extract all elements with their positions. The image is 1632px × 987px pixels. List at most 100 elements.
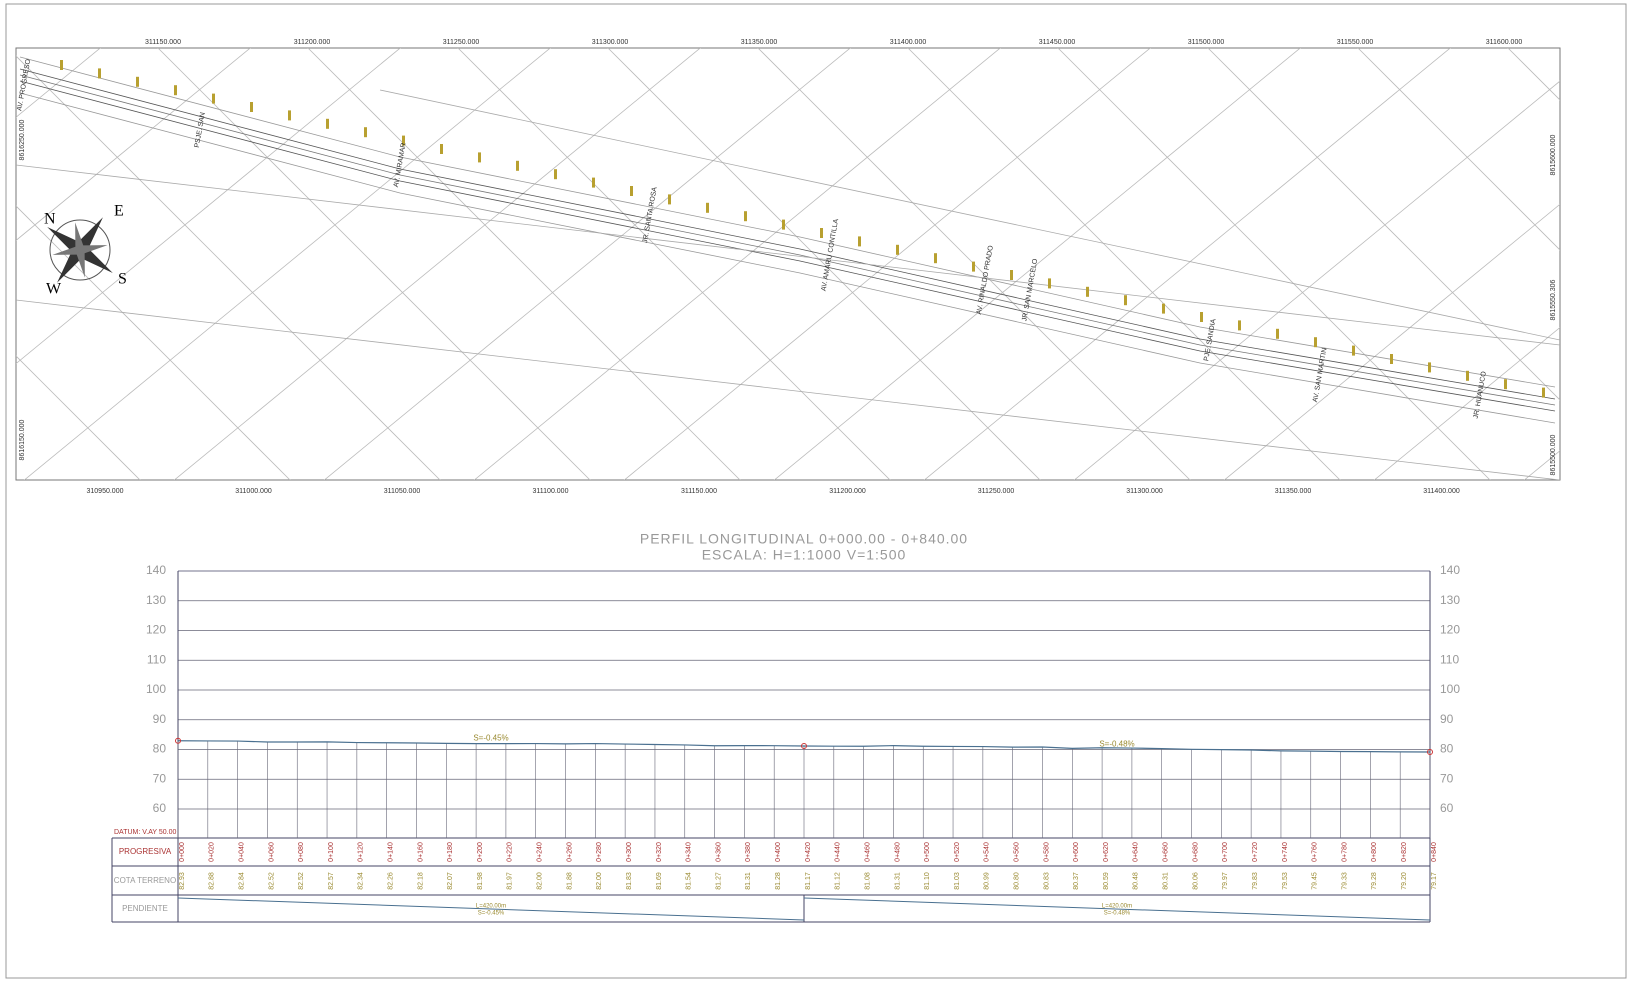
station-label: 0+360 <box>715 842 722 862</box>
y-tick-label: 70 <box>153 771 167 785</box>
cota-label: 82.26 <box>388 872 395 890</box>
y-tick-label: 110 <box>147 652 166 666</box>
station-marker <box>820 228 823 238</box>
bottom-coordinate: 311300.000 <box>1126 488 1163 495</box>
station-label: 0+160 <box>417 842 424 862</box>
y-tick-label: 120 <box>146 623 166 637</box>
cota-label: 80.83 <box>1043 872 1050 890</box>
right-coordinate: 8615550.306 <box>1550 279 1557 320</box>
station-marker <box>1048 278 1051 288</box>
y-tick-label: 80 <box>1440 742 1454 756</box>
y-tick-label: 90 <box>1440 712 1454 726</box>
cota-label: 79.97 <box>1222 872 1229 890</box>
station-marker <box>326 119 329 129</box>
bottom-coordinate: 311100.000 <box>533 488 569 495</box>
cota-label: 81.31 <box>745 872 752 890</box>
compass-w: W <box>46 281 62 298</box>
cota-label: 81.31 <box>894 872 901 890</box>
y-tick-label: 130 <box>1440 593 1460 607</box>
station-marker <box>1276 329 1279 339</box>
y-tick-label: 100 <box>1440 682 1460 696</box>
cota-label: 82.84 <box>238 872 245 890</box>
station-marker <box>1124 295 1127 305</box>
cota-label: 81.28 <box>775 872 782 890</box>
profile-view: 1401401301301201201101101001009090808070… <box>112 563 1460 922</box>
top-coordinate: 311500.000 <box>1188 39 1225 46</box>
y-tick-label: 120 <box>1440 623 1460 637</box>
cota-label: 80.80 <box>1014 872 1021 890</box>
y-tick-label: 70 <box>1440 771 1454 785</box>
top-coordinate: 311450.000 <box>1039 39 1076 46</box>
station-marker <box>744 211 747 221</box>
station-label: 0+560 <box>1014 842 1021 862</box>
cota-label: 82.57 <box>328 872 335 890</box>
bottom-coordinate: 311350.000 <box>1275 488 1312 495</box>
station-marker <box>212 94 215 104</box>
cota-label: 80.06 <box>1192 872 1199 890</box>
station-marker <box>1314 337 1317 347</box>
station-marker <box>1352 346 1355 356</box>
drawing-sheet: N E S W PERFIL LONGITUDINAL 0+000.00 - 0… <box>0 0 1632 982</box>
station-label: 0+300 <box>626 842 633 862</box>
top-coordinate: 311600.000 <box>1486 39 1523 46</box>
station-marker <box>1086 287 1089 297</box>
station-label: 0+440 <box>835 842 842 862</box>
cota-label: 81.08 <box>864 872 871 890</box>
y-tick-label: 60 <box>1440 801 1454 815</box>
station-marker <box>668 194 671 204</box>
compass-s: S <box>118 271 127 288</box>
station-marker <box>896 245 899 255</box>
cota-label: 81.97 <box>507 872 514 890</box>
row-label: PROGRESIVA <box>119 847 172 856</box>
row-label: COTA TERRENO <box>114 876 176 885</box>
station-marker <box>1010 270 1013 280</box>
cota-label: 81.54 <box>686 872 693 890</box>
top-coordinate: 311550.000 <box>1337 39 1374 46</box>
cota-label: 80.48 <box>1133 872 1140 890</box>
station-label: 0+820 <box>1401 842 1408 862</box>
cota-label: 82.18 <box>417 872 424 890</box>
station-label: 0+260 <box>566 842 573 862</box>
station-label: 0+420 <box>805 842 812 862</box>
station-marker <box>1390 354 1393 364</box>
station-marker <box>706 203 709 213</box>
cota-label: 82.00 <box>537 872 544 890</box>
y-tick-label: 110 <box>1440 652 1459 666</box>
cota-label: 80.31 <box>1163 872 1170 890</box>
cota-label: 81.83 <box>626 872 633 890</box>
cota-label: 81.69 <box>656 872 663 890</box>
top-coordinate: 311300.000 <box>592 39 629 46</box>
station-marker <box>1504 379 1507 389</box>
cota-label: 79.17 <box>1431 872 1438 890</box>
station-marker <box>60 60 63 70</box>
station-label: 0+460 <box>864 842 871 862</box>
station-label: 0+720 <box>1252 842 1259 862</box>
station-marker <box>858 236 861 246</box>
station-marker <box>98 68 101 78</box>
station-label: 0+800 <box>1371 842 1378 862</box>
station-label: 0+240 <box>537 842 544 862</box>
cota-label: 81.17 <box>805 872 812 890</box>
bottom-coordinate: 311400.000 <box>1423 488 1460 495</box>
station-label: 0+100 <box>328 842 335 862</box>
y-tick-label: 80 <box>153 742 167 756</box>
station-label: 0+480 <box>894 842 901 862</box>
station-label: 0+740 <box>1282 842 1289 862</box>
y-tick-label: 130 <box>146 593 166 607</box>
station-marker <box>250 102 253 112</box>
station-label: 0+380 <box>745 842 752 862</box>
station-label: 0+320 <box>656 842 663 862</box>
cota-label: 81.98 <box>477 872 484 890</box>
station-label: 0+580 <box>1043 842 1050 862</box>
compass-e: E <box>114 203 124 220</box>
y-tick-label: 90 <box>153 712 167 726</box>
station-label: 0+600 <box>1073 842 1080 862</box>
compass-n: N <box>44 211 56 228</box>
station-label: 0+640 <box>1133 842 1140 862</box>
bottom-coordinate: 311050.000 <box>384 488 421 495</box>
station-marker <box>516 161 519 171</box>
station-marker <box>1428 362 1431 372</box>
station-label: 0+020 <box>209 842 216 862</box>
station-marker <box>174 85 177 95</box>
segment-length: L=420.00m <box>1102 904 1132 910</box>
